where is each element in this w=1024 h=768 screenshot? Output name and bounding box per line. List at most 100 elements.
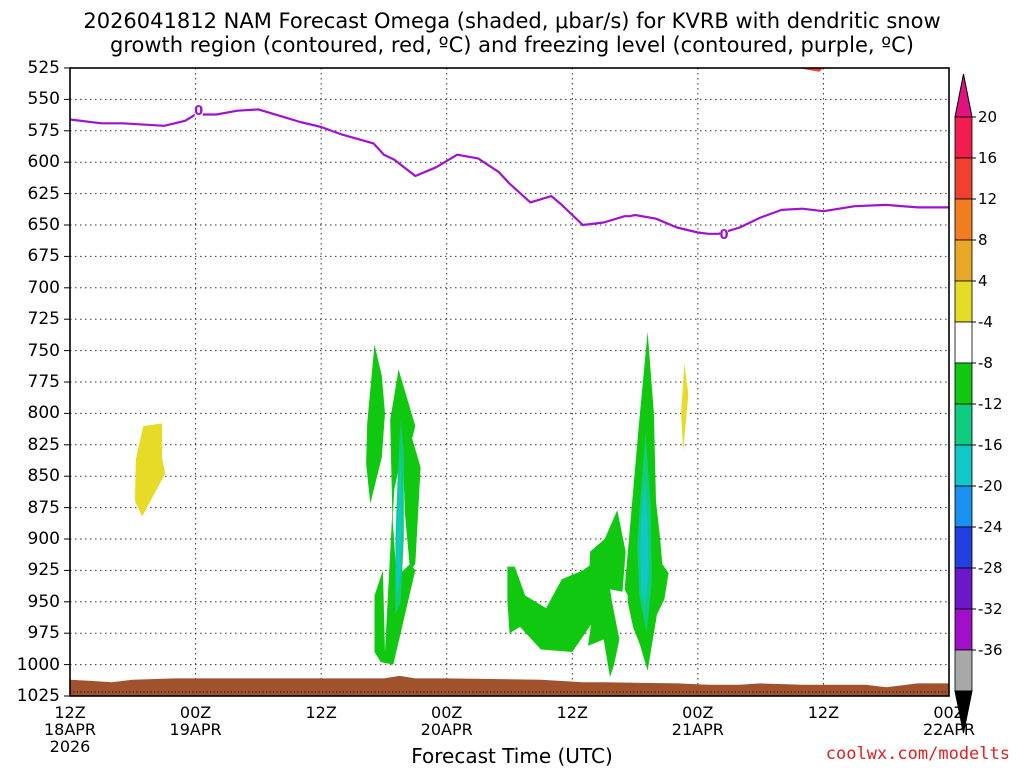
time-tick-label: 12Z: [276, 704, 366, 755]
colorbar-swatch: [954, 403, 973, 446]
contour-label-background: [720, 225, 729, 242]
time-tick-label: 12Z: [778, 704, 868, 755]
time-tick-label: 00Z 20APR: [402, 704, 492, 755]
credit-text: coolwx.com/modelts: [825, 744, 1010, 764]
terrain-fill: [70, 675, 949, 696]
colorbar-swatch: [954, 649, 973, 692]
omega-region: [385, 369, 421, 652]
time-tick-label-line: 22APR: [922, 720, 976, 739]
colorbar-label: -16: [978, 436, 1003, 454]
omega-region: [640, 482, 649, 609]
pressure-tick-label: 550: [27, 89, 60, 110]
omega-region: [507, 545, 620, 678]
pressure-tick-label: 825: [27, 434, 60, 455]
pressure-tick-label: 750: [27, 340, 60, 361]
colorbar-top-arrow: [954, 73, 973, 118]
colorbar-swatch: [954, 485, 973, 528]
time-tick-label-line: 12Z: [556, 703, 588, 722]
terrain-layer: [70, 675, 949, 696]
time-tick-label: 00Z 22APR: [904, 704, 994, 755]
pressure-tick-label: 800: [27, 403, 60, 424]
y-tick-marks: [64, 67, 70, 697]
colorbar-label: -24: [978, 518, 1003, 536]
colorbar-bottom-arrow: [954, 690, 973, 734]
colorbar-swatch: [954, 198, 973, 241]
colorbar-swatch: [954, 321, 973, 364]
colorbar-label: 8: [978, 231, 988, 249]
pressure-tick-label: 850: [27, 466, 60, 487]
time-tick-label: 12Z 18APR 2026: [25, 704, 115, 755]
time-tick-label-line: 21APR: [671, 720, 724, 739]
pressure-tick-label: 925: [27, 560, 60, 581]
colorbar-swatch: [954, 116, 973, 159]
colorbar-swatch: [954, 526, 973, 569]
pressure-tick-label: 675: [27, 246, 60, 267]
time-tick-label-line: [276, 721, 366, 738]
pressure-tick-label: 1000: [16, 654, 60, 675]
chart-title-line-2: growth region (contoured, red, ºC) and f…: [110, 33, 914, 57]
pressure-tick-label: 600: [27, 152, 60, 173]
colorbar-swatch: [954, 567, 973, 610]
time-tick-label-line: 00Z: [431, 703, 463, 722]
omega-region: [396, 457, 402, 596]
colorbar-label: 16: [978, 149, 998, 167]
colorbar: [954, 73, 976, 734]
pressure-tick-label: 725: [27, 309, 60, 330]
contour-label-background: [194, 102, 203, 119]
pressure-tick-label: 900: [27, 529, 60, 549]
colorbar-label: 4: [978, 272, 988, 290]
omega-region: [374, 513, 416, 665]
colorbar-label: -32: [978, 600, 1003, 618]
time-tick-label: 12Z: [527, 704, 617, 755]
pressure-tick-label: 625: [27, 183, 60, 204]
colorbar-label: -20: [978, 477, 1003, 495]
colorbar-swatch: [954, 362, 973, 405]
colorbar-label: -28: [978, 559, 1003, 577]
colorbar-label: -36: [978, 641, 1003, 659]
time-tick-label-line: 12Z: [54, 703, 86, 722]
time-tick-label-line: 18APR: [43, 720, 97, 739]
freezing-level-contour-label: 0: [194, 104, 203, 119]
pressure-tick-label: 975: [27, 623, 60, 644]
colorbar-label: -4: [978, 313, 993, 331]
time-tick-label: 00Z 19APR: [151, 704, 241, 755]
freezing-level-contour-label: 0: [719, 228, 728, 243]
pressure-tick-label: 1025: [16, 686, 60, 706]
omega-region: [366, 344, 385, 504]
pressure-tick-label: 875: [27, 497, 60, 518]
pressure-tick-label: 650: [27, 215, 60, 235]
colorbar-swatch: [954, 444, 973, 487]
omega-region: [134, 423, 166, 517]
time-tick-label-line: 20APR: [420, 720, 473, 739]
freezing-level-line: [70, 108, 949, 235]
colorbar-swatch: [954, 239, 973, 282]
time-tick-label: 00Z 21APR: [653, 704, 743, 755]
time-tick-label-line: 00Z: [682, 703, 714, 722]
omega-region: [589, 510, 626, 592]
chart-title-line-1: 2026041812 NAM Forecast Omega (shaded, μ…: [83, 9, 941, 33]
time-tick-label-line: 12Z: [807, 703, 840, 722]
colorbar-label: 12: [978, 190, 998, 208]
x-axis-title: Forecast Time (UTC): [411, 744, 613, 768]
time-tick-label-line: [778, 721, 868, 738]
time-tick-label-line: 2026: [49, 737, 91, 756]
time-tick-label-line: 19APR: [169, 720, 222, 739]
time-tick-label-line: [527, 721, 617, 738]
time-tick-label-line: 12Z: [305, 703, 337, 722]
freezing-level-layer: 00: [70, 102, 949, 243]
omega-shading: [134, 68, 824, 678]
omega-region: [681, 363, 689, 452]
colorbar-label: -8: [978, 354, 993, 372]
pressure-tick-label: 775: [27, 372, 60, 392]
pressure-tick-label: 525: [27, 58, 60, 78]
colorbar-swatch: [954, 280, 973, 323]
colorbar-label: -12: [978, 395, 1003, 413]
colorbar-label: 20: [978, 108, 998, 126]
pressure-tick-label: 700: [27, 277, 60, 298]
time-tick-label-line: 00Z: [179, 703, 212, 722]
time-tick-label-line: 00Z: [933, 703, 965, 722]
pressure-tick-label: 575: [27, 120, 60, 141]
colorbar-swatch: [954, 608, 973, 651]
omega-region: [798, 68, 824, 72]
